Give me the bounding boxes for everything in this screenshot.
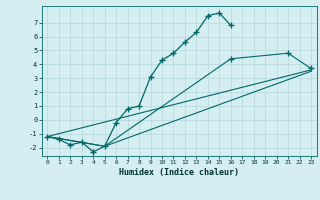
X-axis label: Humidex (Indice chaleur): Humidex (Indice chaleur)	[119, 168, 239, 177]
